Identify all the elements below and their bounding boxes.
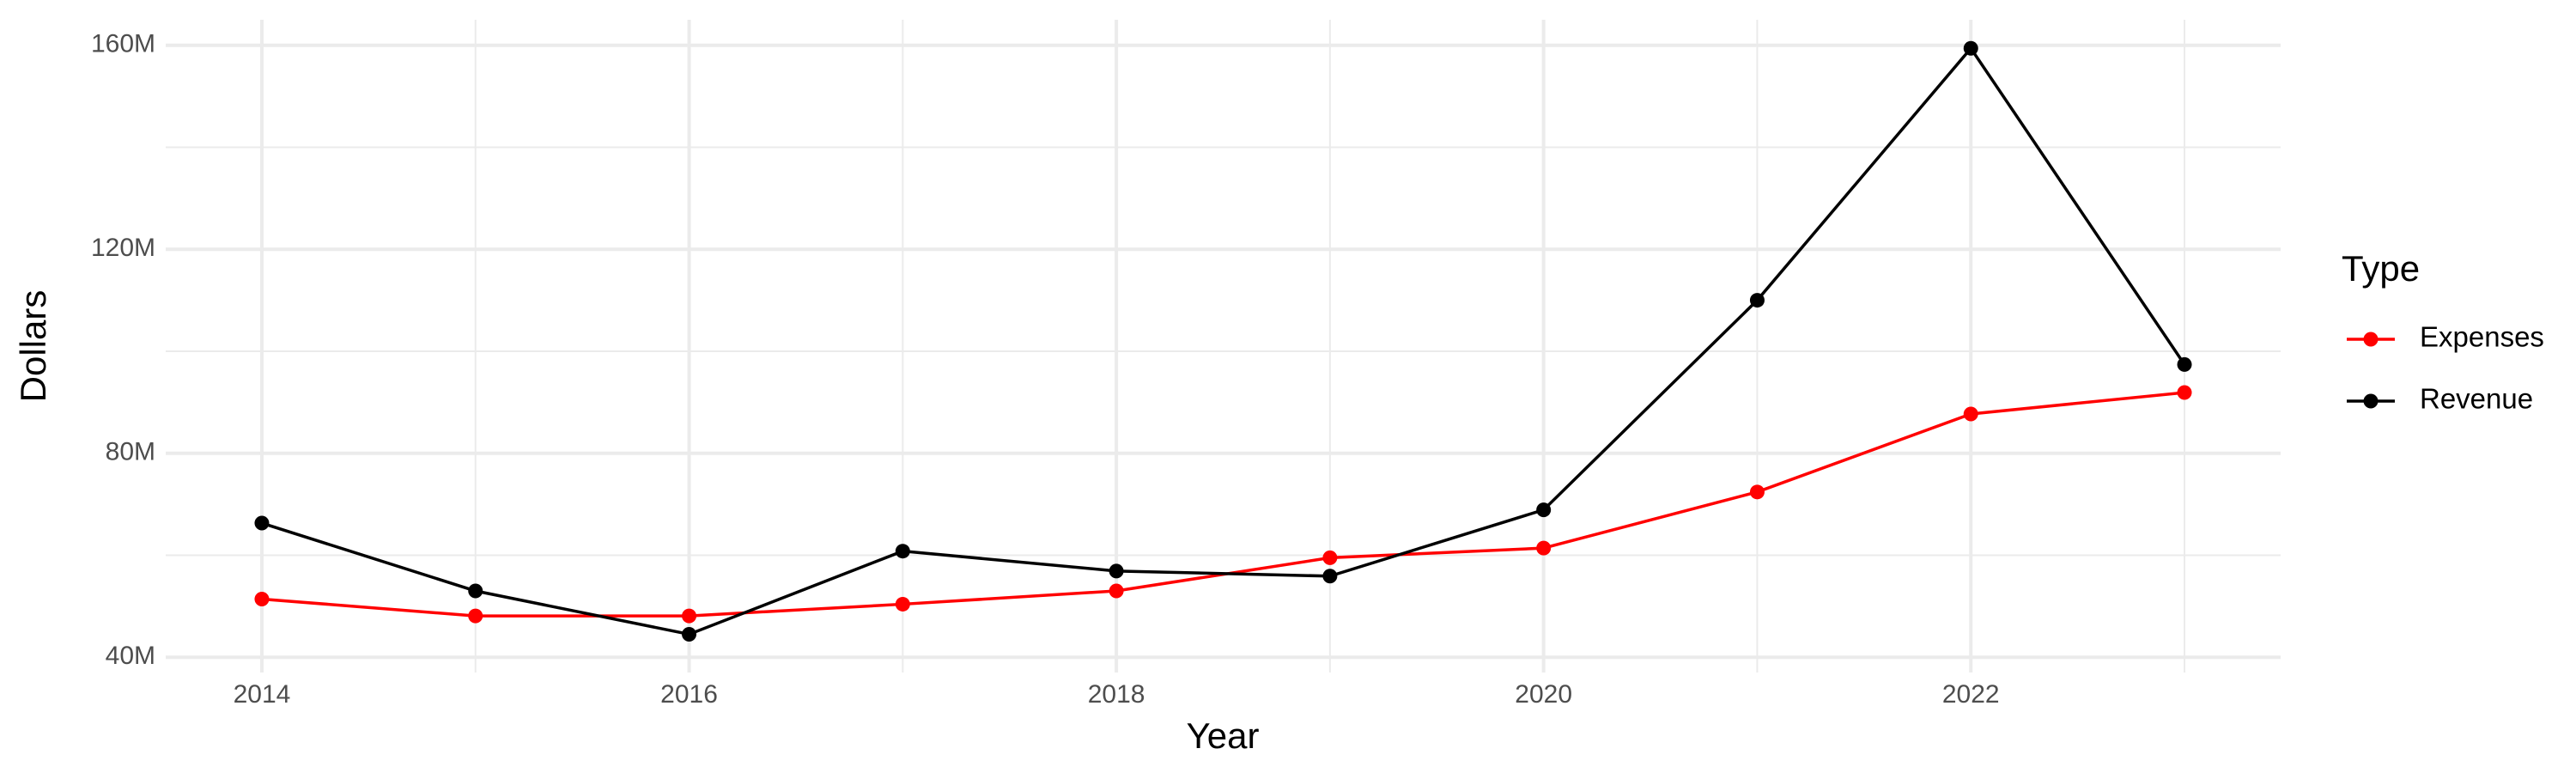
legend-label: Expenses: [2420, 321, 2544, 353]
data-point: [2177, 356, 2192, 372]
legend-key-point: [2363, 332, 2379, 347]
series-line: [261, 46, 2186, 636]
y-tick-label: 40M: [106, 642, 155, 670]
data-point: [254, 515, 270, 531]
data-point: [895, 544, 910, 559]
data-point: [468, 583, 483, 599]
x-tick-label: 2020: [1515, 680, 1572, 709]
data-point: [1749, 293, 1765, 308]
y-tick-label: 160M: [91, 30, 155, 58]
x-tick-label: 2018: [1088, 680, 1145, 709]
data-point: [1322, 569, 1338, 584]
data-point: [1109, 563, 1124, 579]
legend-label: Revenue: [2420, 383, 2533, 415]
y-tick-label: 120M: [91, 234, 155, 262]
legend-title: Type: [2342, 248, 2420, 289]
data-point: [1322, 550, 1338, 565]
data-point: [682, 608, 697, 624]
data-point: [1963, 406, 1978, 422]
y-tick-label: 80M: [106, 438, 155, 466]
x-tick-label: 2016: [660, 680, 718, 709]
x-tick-label: 2014: [234, 680, 291, 709]
data-point: [1536, 502, 1552, 518]
series-line: [261, 391, 2185, 618]
legend-key-point: [2363, 393, 2379, 409]
data-point: [1749, 484, 1765, 500]
x-tick-label: 2022: [1942, 680, 2000, 709]
data-point: [2177, 385, 2192, 400]
data-point: [1109, 583, 1124, 599]
y-axis-title: Dollars: [13, 290, 53, 403]
data-point: [254, 592, 270, 606]
x-axis-title: Year: [1187, 715, 1260, 756]
data-point: [468, 608, 483, 624]
data-point: [1536, 540, 1552, 556]
data-point: [895, 596, 910, 612]
data-point: [682, 626, 697, 642]
data-point: [1963, 40, 1978, 56]
